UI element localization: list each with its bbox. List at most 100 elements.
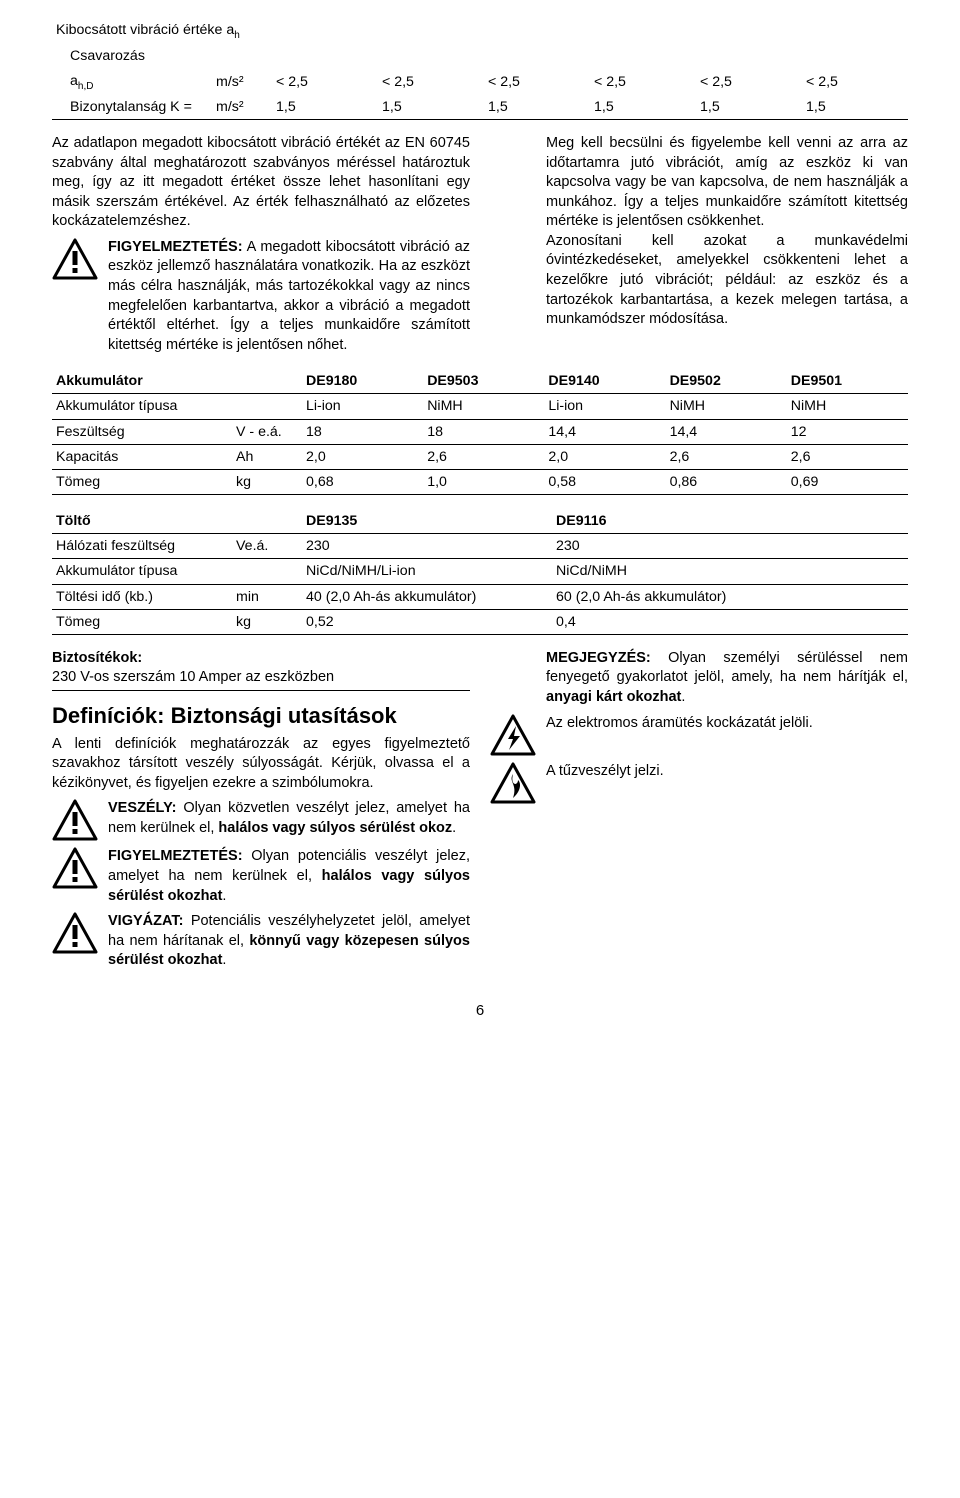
fuse-heading: Biztosítékok: [52, 649, 470, 669]
danger-text: VESZÉLY: Olyan közvetlen veszélyt jelez,… [108, 799, 470, 841]
k-v1: 1,5 [378, 95, 484, 120]
table-cell: kg [232, 469, 302, 494]
table-cell: 2,0 [544, 444, 665, 469]
akku-h6: DE9501 [787, 369, 908, 394]
table-cell [232, 394, 302, 419]
body-columns: Az adatlapon megadott kibocsátott vibrác… [52, 134, 908, 355]
warning-icon [52, 238, 98, 355]
table-cell: 18 [423, 419, 544, 444]
akku-h4: DE9140 [544, 369, 665, 394]
page-number: 6 [52, 1001, 908, 1021]
defs-para: A lenti definíciók meghatározzák az egye… [52, 735, 470, 794]
akku-h1 [232, 369, 302, 394]
table-cell: Feszültség [52, 419, 232, 444]
table-cell: min [232, 584, 302, 609]
k-v0: 1,5 [272, 95, 378, 120]
left-warn-bold: FIGYELMEZTETÉS: [108, 239, 243, 255]
table-cell: 230 [302, 534, 552, 559]
ahd-v0: < 2,5 [272, 69, 378, 95]
right-para-1: Meg kell becsülni és figyelembe kell ven… [490, 134, 908, 232]
akku-h0: Akkumulátor [52, 369, 232, 394]
table-cell: Töltési idő (kb.) [52, 584, 232, 609]
warn2-bold: FIGYELMEZTETÉS: [108, 848, 243, 864]
k-v3: 1,5 [590, 95, 696, 120]
ch-h2: DE9135 [302, 509, 552, 534]
table-cell: Ah [232, 444, 302, 469]
right-column: Meg kell becsülni és figyelembe kell ven… [490, 134, 908, 355]
table-cell: 12 [787, 419, 908, 444]
lower-right: MEGJEGYZÉS: Olyan személyi sérüléssel ne… [490, 649, 908, 971]
shock-icon [490, 714, 536, 756]
lower-left: Biztosítékok: 230 V-os szerszám 10 Amper… [52, 649, 470, 971]
akku-h2: DE9180 [302, 369, 423, 394]
table-cell: V - e.á. [232, 419, 302, 444]
vib-title-sub: h [234, 30, 240, 41]
table-cell: Kapacitás [52, 444, 232, 469]
table-cell: 2,6 [423, 444, 544, 469]
ahd-v2: < 2,5 [484, 69, 590, 95]
table-cell: Ve.á. [232, 534, 302, 559]
table-cell: Hálózati feszültség [52, 534, 232, 559]
k-label: Bizonytalanság K = [52, 95, 212, 120]
shock-text: Az elektromos áramütés kockázatát jelöli… [546, 714, 908, 756]
table-cell: Li-ion [544, 394, 665, 419]
note-text: MEGJEGYZÉS: Olyan személyi sérüléssel ne… [490, 649, 908, 708]
charger-table: Töltő DE9135 DE9116 Hálózati feszültségV… [52, 509, 908, 635]
table-cell: Akkumulátor típusa [52, 394, 232, 419]
caution-bold: VIGYÁZAT: [108, 913, 183, 929]
danger-icon [52, 799, 98, 841]
table-cell: kg [232, 609, 302, 634]
table-cell: 230 [552, 534, 908, 559]
left-warn-text: FIGYELMEZTETÉS: A megadott kibocsátott v… [108, 238, 470, 355]
table-cell: 0,69 [787, 469, 908, 494]
table-cell: 1,0 [423, 469, 544, 494]
table-cell: NiMH [787, 394, 908, 419]
caution-text: VIGYÁZAT: Potenciális veszélyhelyzetet j… [108, 912, 470, 971]
table-cell: NiMH [423, 394, 544, 419]
table-cell: 0,86 [666, 469, 787, 494]
vib-title: Kibocsátott vibráció értéke a [56, 22, 234, 38]
note-body-bold: anyagi kárt okozhat [546, 689, 681, 705]
table-cell: 40 (2,0 Ah-ás akkumulátor) [302, 584, 552, 609]
table-cell [232, 559, 302, 584]
ch-h3: DE9116 [552, 509, 908, 534]
ch-h0: Töltő [52, 509, 232, 534]
table-cell: Tömeg [52, 469, 232, 494]
table-cell: 0,4 [552, 609, 908, 634]
vib-row1: Csavarozás [52, 44, 908, 68]
caution-icon [52, 912, 98, 971]
defs-heading: Definíciók: Biztonsági utasítások [52, 701, 470, 731]
ahd-v5: < 2,5 [802, 69, 908, 95]
right-para-2: Azonosítani kell azokat a munkavédelmi ó… [490, 232, 908, 330]
table-cell: 14,4 [544, 419, 665, 444]
left-warn-body: A megadott kibocsátott vibráció az eszkö… [108, 239, 470, 353]
table-cell: 0,52 [302, 609, 552, 634]
ahd-v3: < 2,5 [590, 69, 696, 95]
ahd-sub: h,D [78, 80, 94, 91]
table-cell: 18 [302, 419, 423, 444]
table-cell: NiCd/NiMH/Li-ion [302, 559, 552, 584]
battery-table: Akkumulátor DE9180 DE9503 DE9140 DE9502 … [52, 369, 908, 495]
table-cell: NiMH [666, 394, 787, 419]
warn2-icon [52, 847, 98, 906]
table-cell: Akkumulátor típusa [52, 559, 232, 584]
k-v4: 1,5 [696, 95, 802, 120]
table-cell: 0,58 [544, 469, 665, 494]
ahd-unit: m/s² [212, 69, 272, 95]
table-cell: 2,6 [787, 444, 908, 469]
lower-columns: Biztosítékok: 230 V-os szerszám 10 Amper… [52, 649, 908, 971]
fire-text: A tűzveszélyt jelzi. [546, 762, 908, 804]
ahd-v1: < 2,5 [378, 69, 484, 95]
k-v5: 1,5 [802, 95, 908, 120]
left-column: Az adatlapon megadott kibocsátott vibrác… [52, 134, 470, 355]
table-cell: 60 (2,0 Ah-ás akkumulátor) [552, 584, 908, 609]
left-para-1: Az adatlapon megadott kibocsátott vibrác… [52, 134, 470, 232]
fire-icon [490, 762, 536, 804]
ahd-a: a [70, 73, 78, 89]
note-bold: MEGJEGYZÉS: [546, 650, 651, 666]
danger-bold: VESZÉLY: [108, 800, 177, 816]
akku-h3: DE9503 [423, 369, 544, 394]
table-cell: Li-ion [302, 394, 423, 419]
table-cell: 2,0 [302, 444, 423, 469]
table-cell: 0,68 [302, 469, 423, 494]
